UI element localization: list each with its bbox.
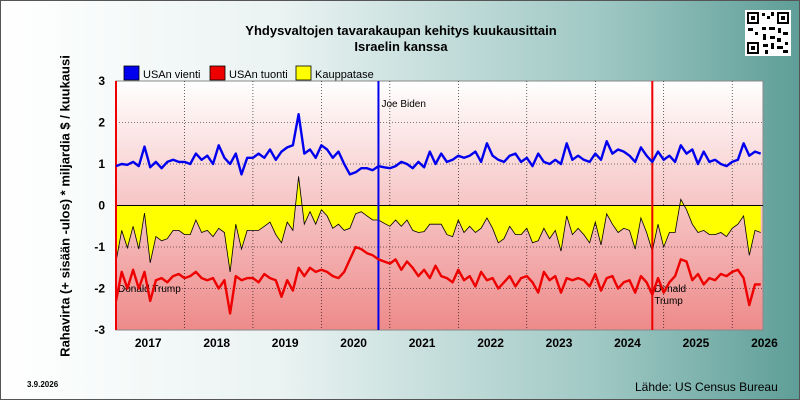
series-line-imports xyxy=(114,245,761,315)
series-layer xyxy=(114,112,762,315)
legend-swatch xyxy=(295,65,312,81)
y-tick-label: -2 xyxy=(94,282,105,296)
annotation-label: Joe Biden xyxy=(381,99,425,110)
y-tick-label: 3 xyxy=(98,74,105,88)
grid-lines xyxy=(116,81,763,330)
x-tick-label: 2021 xyxy=(409,336,436,350)
x-tick-label: 2018 xyxy=(203,336,230,350)
x-tick-label: 2022 xyxy=(477,336,504,350)
x-tick-label: 2026 xyxy=(751,336,778,350)
legend-swatch xyxy=(209,65,226,81)
x-tick-label: 2019 xyxy=(272,336,299,350)
y-tick-label: -3 xyxy=(94,323,105,337)
legend: USAn vienti USAn tuonti Kauppatase xyxy=(123,65,374,81)
legend-label: USAn tuonti xyxy=(229,69,288,81)
chart-title-line-1: Yhdysvaltojen tavarakaupan kehitys kuuka… xyxy=(245,23,557,38)
y-tick-label: -1 xyxy=(94,240,105,254)
x-tick-label: 2023 xyxy=(546,336,573,350)
x-tick-labels: 2017 2018 2019 2020 2021 2022 2023 2024 2025 2026 xyxy=(135,336,778,350)
annotation-layer: Donald Trump Joe Biden Donald Trump xyxy=(115,81,686,330)
x-tick-label: 2020 xyxy=(340,336,367,350)
x-tick-label: 2024 xyxy=(614,336,641,350)
y-tick-label: 1 xyxy=(98,157,105,171)
x-tick-label: 2017 xyxy=(135,336,162,350)
y-tick-labels: 3 2 1 0 -1 -2 -3 xyxy=(94,74,105,337)
annotation-label: Donald Trump xyxy=(654,284,686,307)
y-tick-label: 0 xyxy=(98,199,105,213)
series-line-exports xyxy=(115,112,762,176)
qr-code-icon xyxy=(745,10,791,56)
chart-title-line-2: Israelin kanssa xyxy=(354,39,448,54)
source-text: Lähde: US Census Bureau xyxy=(635,380,778,394)
x-tick-label: 2025 xyxy=(683,336,710,350)
legend-swatch xyxy=(123,65,140,81)
annotation-label-part: Trump xyxy=(654,296,683,307)
annotation-label: Donald Trump xyxy=(118,284,181,295)
date-stamp: 3.9.2026 xyxy=(27,380,59,389)
annotation-label-part: Donald xyxy=(654,284,686,295)
legend-label: USAn vienti xyxy=(143,69,200,81)
legend-label: Kauppatase xyxy=(315,69,374,81)
y-tick-label: 2 xyxy=(98,116,105,130)
